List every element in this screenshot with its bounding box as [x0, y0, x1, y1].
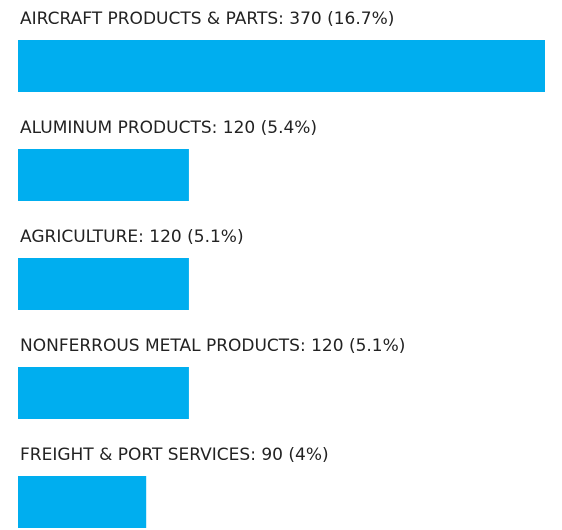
bar	[18, 149, 189, 201]
bar	[18, 476, 147, 528]
bar-label: AIRCRAFT PRODUCTS & PARTS: 370 (16.7%)	[20, 9, 394, 29]
bar-label: AGRICULTURE: 120 (5.1%)	[20, 227, 244, 247]
bar-label: FREIGHT & PORT SERVICES: 90 (4%)	[20, 445, 329, 465]
bar	[18, 258, 189, 310]
bar-label: ALUMINUM PRODUCTS: 120 (5.4%)	[20, 118, 317, 138]
bar-label: NONFERROUS METAL PRODUCTS: 120 (5.1%)	[20, 336, 405, 356]
bar	[18, 40, 545, 92]
bar	[18, 367, 189, 419]
